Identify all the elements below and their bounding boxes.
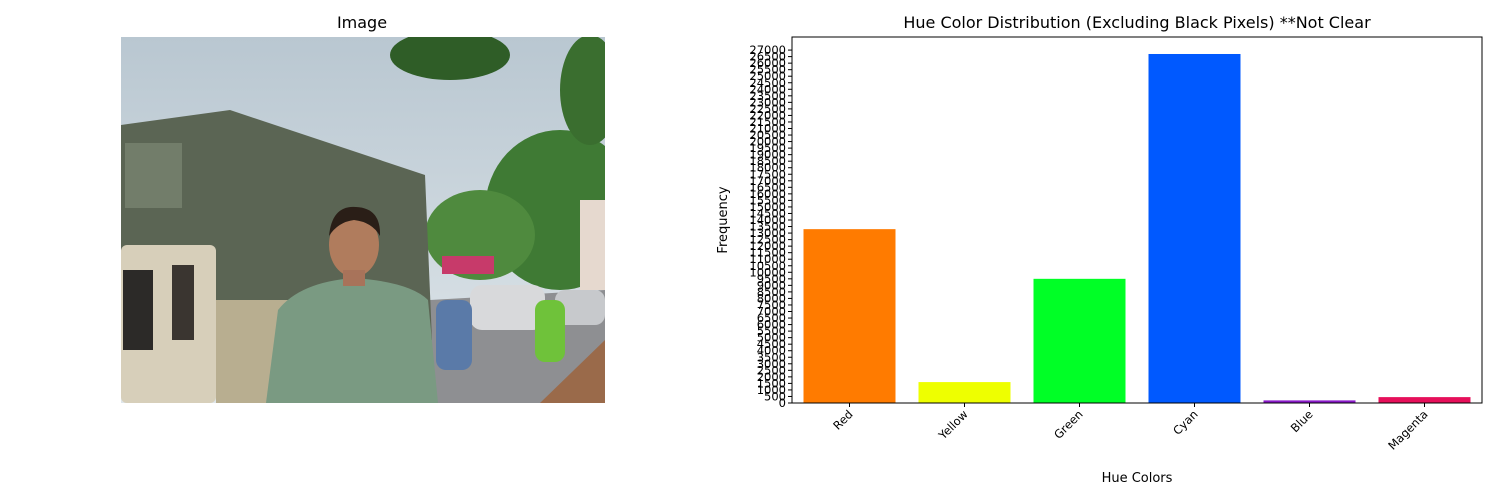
y-tick-label: 10000 <box>749 265 786 279</box>
y-ticks: 0500100015002000250030003500400045005000… <box>749 43 792 410</box>
x-tick-label-magenta: Magenta <box>1385 407 1430 452</box>
y-tick-label: 500 <box>764 389 786 403</box>
photo-person-hair <box>329 206 381 236</box>
y-tick-label: 26000 <box>749 56 786 70</box>
photo-truck-window <box>172 265 194 340</box>
y-tick-label: 6000 <box>757 318 786 332</box>
bar-yellow <box>918 382 1011 403</box>
x-ticks: Red Yellow Green Cyan Blue Magenta <box>830 403 1431 453</box>
y-tick-label: 8000 <box>757 291 786 305</box>
y-tick-label: 12500 <box>749 233 786 247</box>
y-tick-label: 17000 <box>749 174 786 188</box>
y-tick-label: 18000 <box>749 161 786 175</box>
y-tick-label: 12000 <box>749 239 786 253</box>
bar-blue <box>1263 400 1356 403</box>
photo-scooter <box>436 300 472 370</box>
y-tick-label: 10500 <box>749 259 786 273</box>
bar-red <box>803 229 896 403</box>
photo-scooter <box>535 300 565 362</box>
y-tick-label: 23500 <box>749 89 786 103</box>
y-tick-label: 11500 <box>749 246 786 260</box>
bars <box>803 53 1471 403</box>
photo-person-head <box>329 213 379 277</box>
y-axis-label: Frequency <box>716 186 731 253</box>
y-tick-label: 9500 <box>757 272 786 286</box>
bar-cyan <box>1148 53 1241 403</box>
photo-sign <box>442 256 494 274</box>
y-tick-label: 15000 <box>749 200 786 214</box>
y-tick-label: 21000 <box>749 122 786 136</box>
y-tick-label: 5000 <box>757 331 786 345</box>
photo-truck-panel <box>125 143 182 208</box>
y-tick-label: 8500 <box>757 285 786 299</box>
photo-car <box>470 285 545 330</box>
y-tick-label: 16000 <box>749 187 786 201</box>
y-tick-label: 3500 <box>757 350 786 364</box>
photo-person-shirt <box>266 278 438 403</box>
photo-person-neck <box>343 270 365 286</box>
photo-tree <box>390 37 510 80</box>
y-tick-label: 1000 <box>757 383 786 397</box>
y-tick-label: 22000 <box>749 108 786 122</box>
y-tick-label: 4500 <box>757 337 786 351</box>
photo-car <box>555 290 605 325</box>
photo <box>121 37 605 403</box>
chart-title: Hue Color Distribution (Excluding Black … <box>903 13 1371 32</box>
y-tick-label: 3000 <box>757 357 786 371</box>
y-tick-label: 4000 <box>757 344 786 358</box>
y-tick-label: 20500 <box>749 128 786 142</box>
x-axis-label: Hue Colors <box>1102 471 1173 486</box>
y-tick-label: 22500 <box>749 102 786 116</box>
y-tick-label: 18500 <box>749 154 786 168</box>
bar-green <box>1033 278 1126 403</box>
x-tick-label-blue: Blue <box>1288 407 1316 435</box>
y-tick-label: 9000 <box>757 278 786 292</box>
image-panel-title: Image <box>337 13 387 32</box>
bar-magenta <box>1378 397 1471 403</box>
y-tick-label: 23000 <box>749 95 786 109</box>
y-tick-label: 7500 <box>757 298 786 312</box>
y-tick-label: 0 <box>779 396 786 410</box>
photo-tree <box>560 37 605 145</box>
y-tick-label: 7000 <box>757 305 786 319</box>
y-tick-label: 11000 <box>749 252 786 266</box>
photo-truck-window <box>123 270 153 350</box>
y-tick-label: 25500 <box>749 63 786 77</box>
y-tick-label: 2500 <box>757 363 786 377</box>
y-tick-label: 27000 <box>749 43 786 57</box>
y-tick-label: 2000 <box>757 370 786 384</box>
y-tick-label: 24500 <box>749 76 786 90</box>
x-tick-label-red: Red <box>830 407 855 432</box>
y-tick-label: 15500 <box>749 193 786 207</box>
y-tick-label: 19000 <box>749 148 786 162</box>
y-tick-label: 20000 <box>749 135 786 149</box>
y-tick-label: 13000 <box>749 226 786 240</box>
y-tick-label: 1500 <box>757 376 786 390</box>
y-tick-label: 13500 <box>749 220 786 234</box>
y-tick-label: 19500 <box>749 141 786 155</box>
photo-sidewalk <box>540 340 605 403</box>
y-tick-label: 5500 <box>757 324 786 338</box>
y-tick-label: 25000 <box>749 69 786 83</box>
y-tick-label: 21500 <box>749 115 786 129</box>
y-tick-label: 14500 <box>749 206 786 220</box>
photo-building <box>580 200 605 290</box>
y-tick-label: 16500 <box>749 180 786 194</box>
x-tick-label-yellow: Yellow <box>935 407 971 443</box>
y-tick-label: 14000 <box>749 213 786 227</box>
y-tick-label: 26500 <box>749 50 786 64</box>
y-tick-label: 24000 <box>749 82 786 96</box>
x-tick-label-cyan: Cyan <box>1170 407 1201 438</box>
y-tick-label: 6500 <box>757 311 786 325</box>
x-tick-label-green: Green <box>1051 407 1086 442</box>
y-tick-label: 17500 <box>749 167 786 181</box>
